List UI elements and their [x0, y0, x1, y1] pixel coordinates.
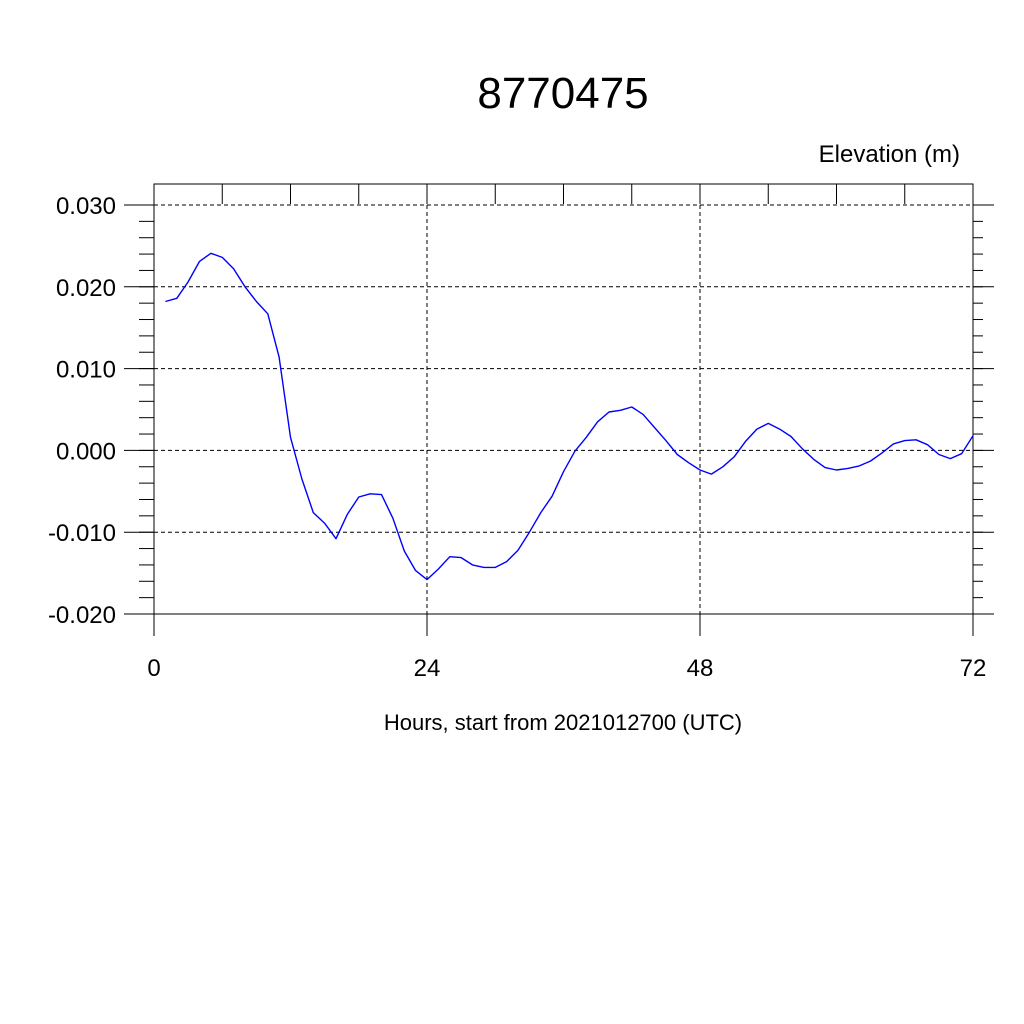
x-axis-label: Hours, start from 2021012700 (UTC) [384, 710, 742, 735]
y-tick-label: 0.030 [56, 193, 116, 220]
x-tick-label: 24 [414, 655, 441, 682]
x-tick-label: 0 [147, 655, 160, 682]
chart-title: 8770475 [477, 69, 648, 118]
grid-lines [154, 184, 973, 614]
y-tick-label: 0.000 [56, 438, 116, 465]
y-tick-label: 0.020 [56, 275, 116, 302]
x-tick-label: 72 [960, 655, 987, 682]
x-tick-label: 48 [687, 655, 714, 682]
series-line [165, 252, 974, 581]
plot-frame [153, 183, 974, 615]
y-tick-label: -0.020 [48, 602, 116, 629]
y-tick-label: 0.010 [56, 357, 116, 384]
y-tick-label: -0.010 [48, 520, 116, 547]
tick-labels: -0.020 -0.010 0.000 0.010 0.020 0.030 0 24 48 72 [48, 193, 986, 682]
axis-ticks [124, 184, 994, 636]
series-layer [165, 252, 974, 581]
chart-subtitle: Elevation (m) [819, 141, 960, 168]
